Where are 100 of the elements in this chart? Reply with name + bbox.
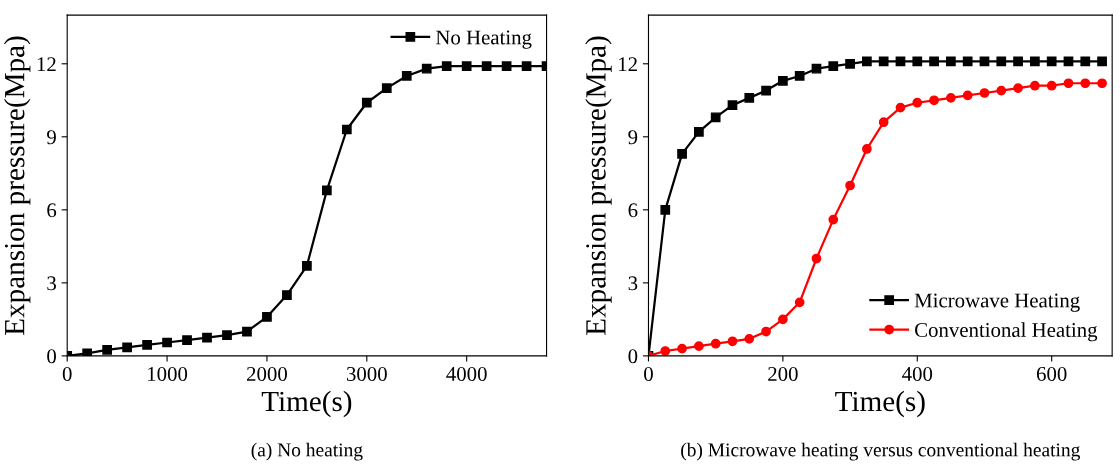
point [1046,80,1057,91]
y-tick-label: 3 [47,276,56,291]
y-tick-label: 6 [628,203,638,218]
point [794,71,805,81]
point [979,88,990,98]
point [862,144,872,154]
point [694,127,704,137]
point [481,61,492,72]
point [302,260,312,271]
point [521,61,532,72]
point [401,71,412,81]
point [845,180,855,191]
x-tick-label: 400 [902,366,933,381]
point [778,314,788,325]
point [222,330,232,341]
point [162,337,172,348]
x-tick-label: 2000 [247,366,287,381]
legend-label: No Heating [435,30,532,49]
legend-label: Microwave Heating [914,293,1080,312]
point [962,90,973,101]
point [962,56,973,67]
point [778,75,788,86]
x-tick-label: 0 [62,366,72,381]
point [828,214,839,225]
point [677,148,687,159]
point [262,312,272,322]
point [660,204,671,215]
point [996,85,1007,96]
x-axis-title: Time(s) [835,390,925,418]
text: (a) No heating [251,442,363,461]
point [1013,56,1023,67]
point [710,338,721,349]
point [996,56,1007,67]
point [862,56,872,67]
point [1063,56,1074,67]
point [1030,80,1040,91]
point [878,56,889,67]
point [242,326,252,337]
x-tick-label: 0 [644,366,653,381]
point [744,93,755,103]
point [811,253,822,264]
y-tick-label: 9 [628,130,638,145]
point [102,344,113,355]
y-tick-label: 12 [37,57,56,72]
point [341,124,352,135]
point [929,95,939,106]
point [761,326,771,337]
point [381,83,392,93]
point [761,85,771,96]
point [1080,56,1091,67]
x-axis-title: Time(s) [261,390,352,418]
text: (b) Microwave heating versus conventional heating [681,442,1080,461]
point [1097,78,1107,89]
point [727,100,738,111]
point [1063,78,1074,89]
x-tick-label: 4000 [446,366,487,381]
point [441,61,452,72]
y-tick-label: 0 [47,349,56,364]
point [946,93,956,103]
point [501,61,512,72]
point [660,346,671,356]
point [182,335,192,345]
point [744,333,755,344]
point [694,341,704,352]
point [1080,78,1091,89]
y-axis-title: Expansion pressure(Mpa) [3,36,31,335]
point [912,56,923,67]
point [421,63,432,74]
x-tick-label: 200 [768,366,798,381]
y-tick-label: 9 [47,130,56,145]
point [361,97,372,108]
point [677,343,687,354]
point [321,185,332,196]
x-tick-label: 3000 [346,366,387,381]
y-axis-title: Expansion pressure(Mpa) [585,36,612,335]
point [1030,56,1040,67]
y-tick-label: 0 [628,349,638,364]
point [202,332,212,343]
legend-label: Conventional Heating [915,322,1098,342]
y-tick-label: 12 [619,57,637,72]
point [946,56,956,67]
point [929,56,939,67]
x-tick-label: 600 [1036,366,1067,381]
point [710,112,721,123]
point [794,297,805,308]
point [727,336,738,347]
point [895,56,906,67]
point [122,342,132,353]
y-tick-label: 3 [628,276,638,291]
point [142,340,152,350]
point [828,61,839,72]
point [1013,83,1023,93]
point [461,61,472,72]
point [912,97,923,108]
point [1097,56,1107,67]
point [811,63,822,74]
y-tick-label: 6 [47,203,57,218]
point [282,290,292,300]
point [878,117,889,128]
point [895,102,906,113]
